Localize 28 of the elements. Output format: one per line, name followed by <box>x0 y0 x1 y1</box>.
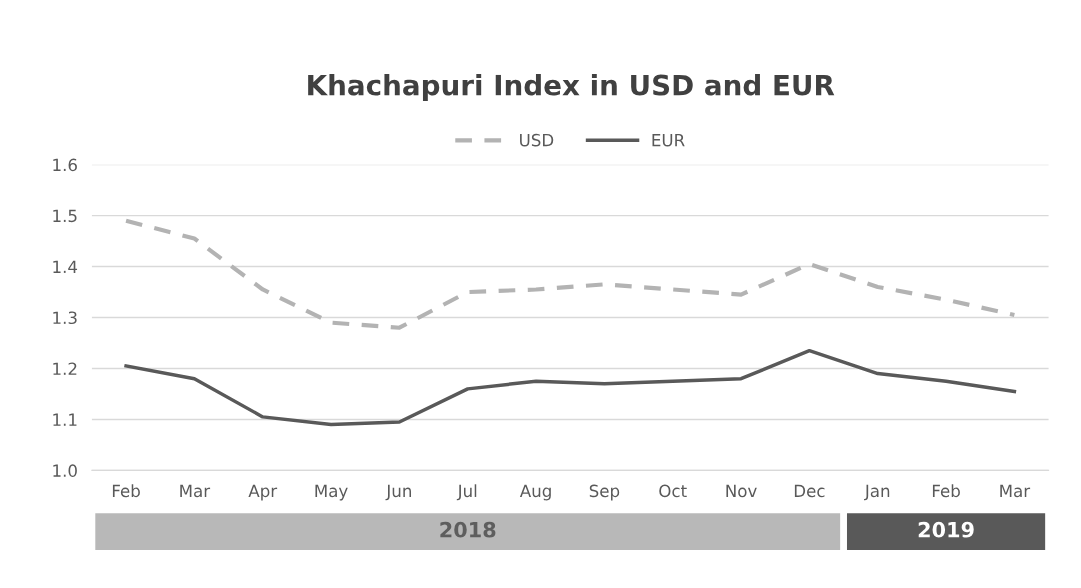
text: 2019 <box>918 521 974 538</box>
legend-label: EUR <box>652 134 685 147</box>
text: 2018 <box>440 521 496 538</box>
x-tick-label: Feb <box>932 484 960 498</box>
x-tick-label: Jan <box>864 484 890 501</box>
y-tick-label: 1.4 <box>53 260 78 273</box>
x-tick-label: Jul <box>456 484 477 501</box>
y-tick-label: 1.0 <box>53 464 77 477</box>
x-tick-label: Feb <box>112 484 140 498</box>
x-tick-label: May <box>315 484 348 501</box>
y-tick-label: 1.6 <box>53 158 77 172</box>
y-tick-label: 1.1 <box>53 413 77 426</box>
x-tick-label: Sep <box>589 484 620 501</box>
x-tick-label: Apr <box>248 484 278 501</box>
line-series <box>123 218 1017 330</box>
y-tick-label: 1.5 <box>53 209 77 223</box>
x-tick-label: Jun <box>385 484 411 501</box>
x-tick-label: Dec <box>794 484 825 498</box>
chart-title: Khachapuri Index in USD and EUR <box>308 74 835 101</box>
x-tick-label: Oct <box>659 484 687 498</box>
x-tick-label: Mar <box>1000 484 1031 498</box>
y-tick-label: 1.2 <box>53 362 77 375</box>
y-tick-label: 1.3 <box>53 311 77 325</box>
legend-label: USD <box>520 133 554 147</box>
x-tick-label: Nov <box>726 484 757 498</box>
x-tick-label: Aug <box>519 484 551 501</box>
x-tick-label: Mar <box>180 484 211 498</box>
line-series <box>124 348 1017 427</box>
